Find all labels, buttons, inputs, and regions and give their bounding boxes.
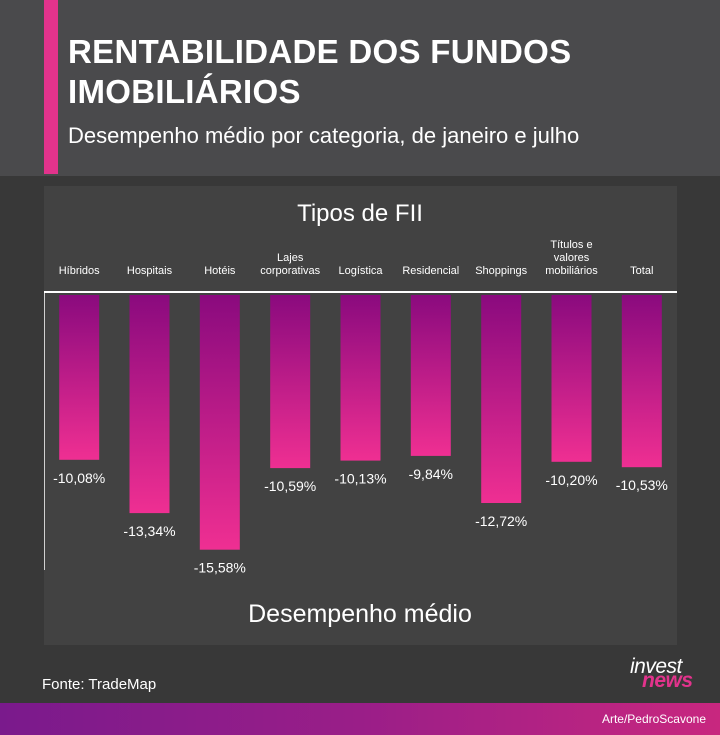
footer-strip: Arte/PedroScavone	[0, 703, 720, 735]
bar	[340, 295, 381, 461]
bar-value-label: -10,59%	[264, 478, 316, 494]
bar-value-label: -9,84%	[409, 466, 453, 482]
page-subtitle: Desempenho médio por categoria, de janei…	[68, 123, 580, 148]
art-credit: Arte/PedroScavone	[601, 712, 706, 726]
category-label: Logística	[338, 265, 383, 277]
value-labels: -10,08% -13,34% -15,58% -10,59% -10,13% -9,84…	[53, 466, 668, 576]
category-label: Hotéis	[204, 265, 236, 277]
bar	[270, 295, 311, 469]
bar	[129, 295, 170, 514]
page-title: RENTABILIDADE DOS FUNDOS IMOBILIÁRIOS	[68, 33, 572, 110]
category-label: Residencial	[402, 265, 459, 277]
bar-value-label: -15,58%	[194, 560, 246, 576]
bar	[481, 295, 522, 503]
category-label: Lajes corporativas	[260, 252, 320, 277]
bar	[199, 295, 240, 550]
bar-value-label: -10,08%	[53, 470, 105, 486]
x-axis-label: Desempenho médio	[248, 600, 472, 628]
bar-value-label: -10,20%	[545, 472, 597, 488]
category-label: Shoppings	[475, 265, 527, 277]
category-label: Hospitais	[127, 265, 173, 277]
bar	[551, 295, 592, 462]
category-label: Títulos e valores mobiliários	[545, 239, 598, 277]
accent-bar	[44, 0, 58, 174]
chart-title: Tipos de FII	[297, 200, 423, 227]
logo-news-text: news	[642, 669, 693, 692]
category-label: Híbridos	[59, 265, 100, 277]
chart-panel: Tipos de FII Híbridos Hospitais Hotéis Laje…	[44, 186, 677, 645]
investnews-logo: invest news	[630, 655, 710, 693]
source-note: Fonte: TradeMap	[42, 676, 157, 693]
category-labels: Híbridos Hospitais Hotéis Lajes corporativas…	[59, 239, 654, 277]
bar	[59, 295, 100, 460]
bar-value-label: -10,13%	[334, 471, 386, 487]
bar	[410, 295, 451, 456]
bar	[621, 295, 662, 468]
logo-invest-text: invest	[630, 655, 682, 678]
bars-group	[59, 295, 662, 550]
category-label: Total	[630, 265, 653, 277]
bar-value-label: -10,53%	[616, 477, 668, 493]
bar-value-label: -12,72%	[475, 513, 527, 529]
bar-chart: Tipos de FII Híbridos Hospitais Hotéis Laje…	[44, 200, 677, 628]
header: RENTABILIDADE DOS FUNDOS IMOBILIÁRIOS De…	[0, 0, 720, 176]
bar-value-label: -13,34%	[123, 523, 175, 539]
